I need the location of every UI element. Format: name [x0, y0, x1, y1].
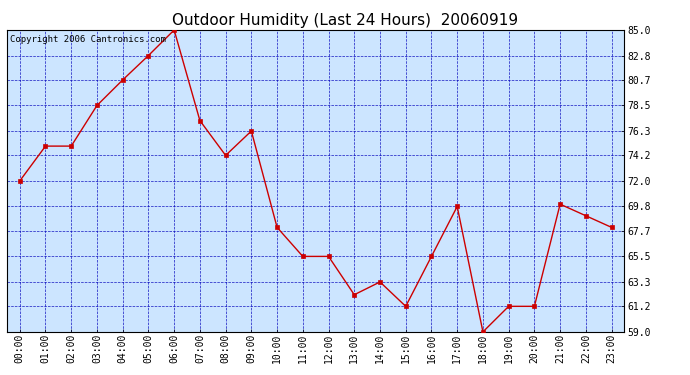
- Text: Outdoor Humidity (Last 24 Hours)  20060919: Outdoor Humidity (Last 24 Hours) 2006091…: [172, 13, 518, 28]
- Text: Copyright 2006 Cantronics.com: Copyright 2006 Cantronics.com: [10, 34, 166, 44]
